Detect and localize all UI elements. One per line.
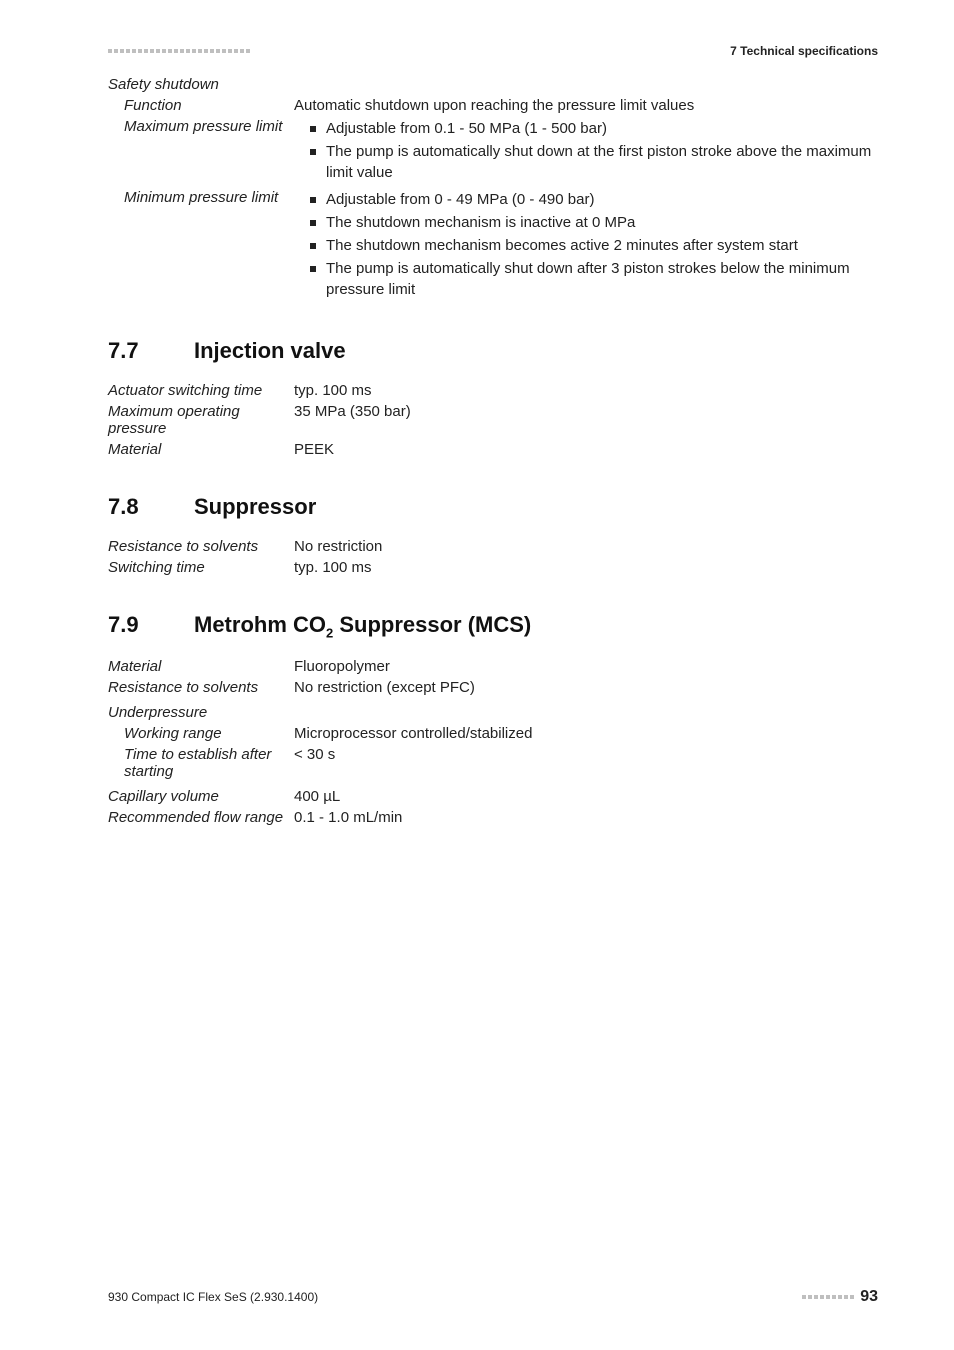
time-establish-value: < 30 s xyxy=(294,746,878,763)
flow-range-value: 0.1 - 1.0 mL/min xyxy=(294,809,878,826)
min-pressure-row: Minimum pressure limit Adjustable from 0… xyxy=(108,189,878,302)
section-7-9-title-pre: Metrohm CO xyxy=(194,612,326,637)
maxop-value: 35 MPa (350 bar) xyxy=(294,403,878,420)
time-establish-label: Time to establish after starting xyxy=(108,746,294,780)
actuator-row: Actuator switching time typ. 100 ms xyxy=(108,382,878,399)
material-79-value: Fluoropolymer xyxy=(294,658,878,675)
function-value: Automatic shutdown upon reaching the pre… xyxy=(294,97,878,114)
switch-78-value: typ. 100 ms xyxy=(294,559,878,576)
material-77-value: PEEK xyxy=(294,441,878,458)
material-77-row: Material PEEK xyxy=(108,441,878,458)
capillary-volume-row: Capillary volume 400 µL xyxy=(108,788,878,805)
flow-range-label: Recommended flow range xyxy=(108,809,294,826)
max-pressure-value: Adjustable from 0.1 - 50 MPa (1 - 500 ba… xyxy=(294,118,878,185)
list-item: The pump is automatically shut down at t… xyxy=(310,141,878,183)
flow-range-row: Recommended flow range 0.1 - 1.0 mL/min xyxy=(108,809,878,826)
maxop-row: Maximum operating pressure 35 MPa (350 b… xyxy=(108,403,878,437)
time-establish-row: Time to establish after starting < 30 s xyxy=(108,746,878,780)
safety-shutdown-heading: Safety shutdown xyxy=(108,76,878,93)
header-rule-left xyxy=(108,49,250,53)
section-7-7-num: 7.7 xyxy=(108,338,194,364)
list-item: The shutdown mechanism becomes active 2 … xyxy=(310,235,878,256)
page-number: 93 xyxy=(860,1288,878,1306)
function-label: Function xyxy=(108,97,294,114)
section-7-7-title: Injection valve xyxy=(194,338,346,363)
material-77-label: Material xyxy=(108,441,294,458)
function-row: Function Automatic shutdown upon reachin… xyxy=(108,97,878,114)
min-pressure-list: Adjustable from 0 - 49 MPa (0 - 490 bar)… xyxy=(294,189,878,300)
capillary-volume-label: Capillary volume xyxy=(108,788,294,805)
underpressure-heading: Underpressure xyxy=(108,704,878,721)
working-range-row: Working range Microprocessor controlled/… xyxy=(108,725,878,742)
material-79-row: Material Fluoropolymer xyxy=(108,658,878,675)
resist-78-row: Resistance to solvents No restriction xyxy=(108,538,878,555)
list-item: Adjustable from 0 - 49 MPa (0 - 490 bar) xyxy=(310,189,878,210)
switch-78-row: Switching time typ. 100 ms xyxy=(108,559,878,576)
section-7-8-heading: 7.8Suppressor xyxy=(108,494,878,520)
section-7-9-num: 7.9 xyxy=(108,612,194,638)
section-7-9-heading: 7.9Metrohm CO2 Suppressor (MCS) xyxy=(108,612,878,640)
list-item: The pump is automatically shut down afte… xyxy=(310,258,878,300)
resist-78-value: No restriction xyxy=(294,538,878,555)
switch-78-label: Switching time xyxy=(108,559,294,576)
min-pressure-value: Adjustable from 0 - 49 MPa (0 - 490 bar)… xyxy=(294,189,878,302)
actuator-value: typ. 100 ms xyxy=(294,382,878,399)
maxop-label: Maximum operating pressure xyxy=(108,403,294,437)
page-header: 7 Technical specifications xyxy=(108,44,878,58)
capillary-volume-value: 400 µL xyxy=(294,788,878,805)
resist-79-value: No restriction (except PFC) xyxy=(294,679,878,696)
chapter-label: 7 Technical specifications xyxy=(730,44,878,58)
footer-rule xyxy=(802,1295,854,1299)
max-pressure-list: Adjustable from 0.1 - 50 MPa (1 - 500 ba… xyxy=(294,118,878,183)
working-range-label: Working range xyxy=(108,725,294,742)
resist-78-label: Resistance to solvents xyxy=(108,538,294,555)
page-footer: 930 Compact IC Flex SeS (2.930.1400) 93 xyxy=(108,1288,878,1306)
actuator-label: Actuator switching time xyxy=(108,382,294,399)
list-item: Adjustable from 0.1 - 50 MPa (1 - 500 ba… xyxy=(310,118,878,139)
section-7-9-title-post: Suppressor (MCS) xyxy=(333,612,531,637)
max-pressure-row: Maximum pressure limit Adjustable from 0… xyxy=(108,118,878,185)
doc-id: 930 Compact IC Flex SeS (2.930.1400) xyxy=(108,1290,318,1304)
section-7-7-heading: 7.7Injection valve xyxy=(108,338,878,364)
material-79-label: Material xyxy=(108,658,294,675)
list-item: The shutdown mechanism is inactive at 0 … xyxy=(310,212,878,233)
page-number-area: 93 xyxy=(802,1288,878,1306)
resist-79-label: Resistance to solvents xyxy=(108,679,294,696)
working-range-value: Microprocessor controlled/stabilized xyxy=(294,725,878,742)
section-7-8-num: 7.8 xyxy=(108,494,194,520)
min-pressure-label: Minimum pressure limit xyxy=(108,189,294,206)
resist-79-row: Resistance to solvents No restriction (e… xyxy=(108,679,878,696)
section-7-8-title: Suppressor xyxy=(194,494,316,519)
max-pressure-label: Maximum pressure limit xyxy=(108,118,294,135)
